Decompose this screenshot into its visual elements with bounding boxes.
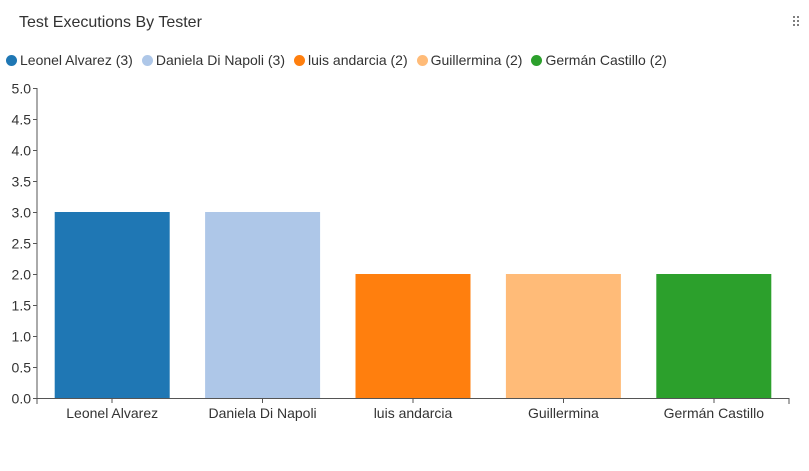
y-tick-label: 0.5: [12, 360, 32, 376]
x-tick-label: Daniela Di Napoli: [209, 405, 317, 421]
legend-item-german-castillo[interactable]: Germán Castillo (2): [531, 52, 667, 68]
legend-label: Germán Castillo (2): [545, 52, 667, 68]
y-tick-label: 0.0: [12, 391, 32, 407]
y-tick-label: 2.5: [12, 236, 32, 252]
chart-legend: Leonel Alvarez (3) Daniela Di Napoli (3)…: [6, 51, 676, 69]
legend-dot-icon: [141, 54, 153, 66]
legend-dot-icon: [294, 54, 306, 66]
legend-item-luis-andarcia[interactable]: luis andarcia (2): [294, 52, 408, 68]
y-tick-label: 3.5: [12, 174, 32, 190]
drag-handle-icon[interactable]: [793, 16, 803, 28]
bar: [205, 212, 321, 398]
legend-dot-icon: [531, 54, 543, 66]
bar: [505, 274, 621, 398]
legend-label: Guillermina (2): [430, 52, 523, 68]
x-tick-label: luis andarcia: [374, 405, 453, 421]
bar: [656, 274, 772, 398]
bar: [54, 212, 170, 398]
legend-dot-icon: [416, 54, 428, 66]
legend-item-daniela-di-napoli[interactable]: Daniela Di Napoli (3): [141, 52, 286, 68]
widget-title: Test Executions By Tester: [19, 14, 202, 31]
legend-label: Leonel Alvarez (3): [20, 52, 133, 68]
y-tick-label: 5.0: [12, 81, 32, 97]
y-tick-label: 2.0: [12, 267, 32, 283]
legend-item-leonel-alvarez[interactable]: Leonel Alvarez (3): [6, 52, 133, 68]
y-tick-label: 1.0: [12, 329, 32, 345]
legend-label: Daniela Di Napoli (3): [155, 52, 286, 68]
legend-label: luis andarcia (2): [308, 52, 408, 68]
y-tick-label: 3.0: [12, 205, 32, 221]
bar: [355, 274, 471, 398]
legend-item-guillermina[interactable]: Guillermina (2): [416, 52, 523, 68]
x-tick-label: Germán Castillo: [664, 405, 765, 421]
x-tick-label: Leonel Alvarez: [66, 405, 158, 421]
y-tick-label: 4.5: [12, 112, 32, 128]
x-tick-label: Guillermina: [528, 405, 599, 421]
y-tick-label: 1.5: [12, 298, 32, 314]
y-tick-label: 4.0: [12, 143, 32, 159]
legend-dot-icon: [6, 54, 17, 66]
